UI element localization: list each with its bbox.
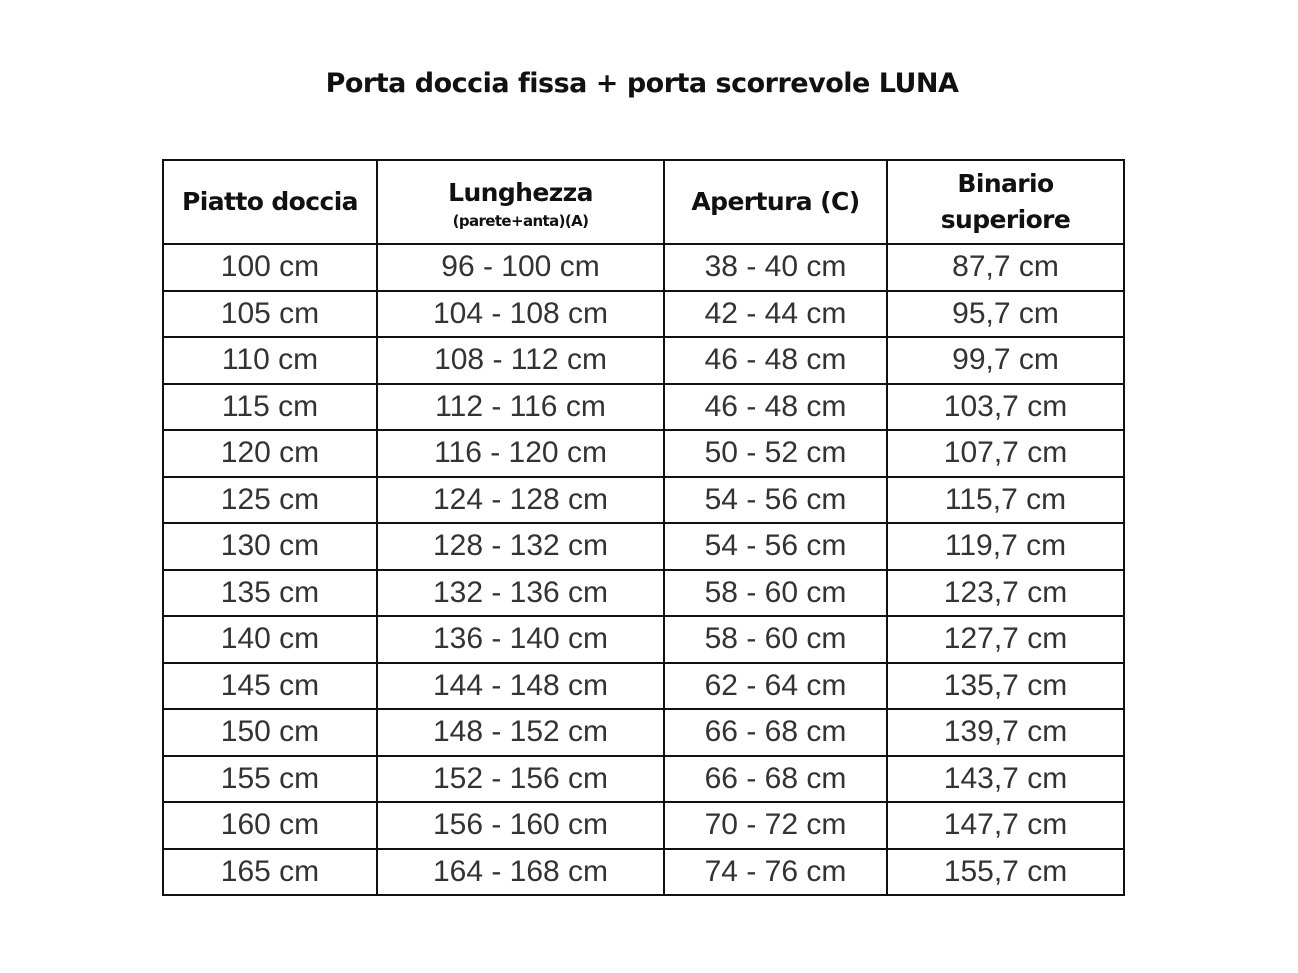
table-row: 165 cm 164 - 168 cm 74 - 76 cm 155,7 cm <box>162 847 1125 896</box>
cell-binario: 99,7 cm <box>886 336 1125 385</box>
header-row: Piatto doccia Lunghezza (parete+anta)(A) … <box>162 159 1125 245</box>
cell-binario: 119,7 cm <box>886 522 1125 571</box>
cell-lunghezza: 124 - 128 cm <box>376 475 665 524</box>
table-row: 155 cm 152 - 156 cm 66 - 68 cm 143,7 cm <box>162 754 1125 803</box>
table-row: 115 cm 112 - 116 cm 46 - 48 cm 103,7 cm <box>162 382 1125 431</box>
cell-apertura: 54 - 56 cm <box>663 475 888 524</box>
cell-apertura: 58 - 60 cm <box>663 615 888 664</box>
cell-piatto-doccia: 155 cm <box>162 754 378 803</box>
cell-binario: 139,7 cm <box>886 708 1125 757</box>
cell-lunghezza: 156 - 160 cm <box>376 801 665 850</box>
cell-apertura: 42 - 44 cm <box>663 289 888 338</box>
cell-apertura: 74 - 76 cm <box>663 847 888 896</box>
size-table: Piatto doccia Lunghezza (parete+anta)(A) … <box>162 159 1125 896</box>
table-row: 120 cm 116 - 120 cm 50 - 52 cm 107,7 cm <box>162 429 1125 478</box>
cell-apertura: 50 - 52 cm <box>663 429 888 478</box>
cell-lunghezza: 96 - 100 cm <box>376 243 665 292</box>
cell-binario: 127,7 cm <box>886 615 1125 664</box>
header-piatto-doccia: Piatto doccia <box>162 159 378 245</box>
cell-piatto-doccia: 160 cm <box>162 801 378 850</box>
table-row: 140 cm 136 - 140 cm 58 - 60 cm 127,7 cm <box>162 615 1125 664</box>
cell-apertura: 58 - 60 cm <box>663 568 888 617</box>
cell-piatto-doccia: 100 cm <box>162 243 378 292</box>
page-title: Porta doccia fissa + porta scorrevole LU… <box>325 68 959 99</box>
cell-apertura: 62 - 64 cm <box>663 661 888 710</box>
cell-lunghezza: 152 - 156 cm <box>376 754 665 803</box>
table-row: 105 cm 104 - 108 cm 42 - 44 cm 95,7 cm <box>162 289 1125 338</box>
cell-apertura: 46 - 48 cm <box>663 336 888 385</box>
cell-binario: 123,7 cm <box>886 568 1125 617</box>
header-lunghezza-sub: (parete+anta)(A) <box>452 211 589 230</box>
table-row: 145 cm 144 - 148 cm 62 - 64 cm 135,7 cm <box>162 661 1125 710</box>
table-row: 100 cm 96 - 100 cm 38 - 40 cm 87,7 cm <box>162 243 1125 292</box>
cell-lunghezza: 128 - 132 cm <box>376 522 665 571</box>
cell-apertura: 38 - 40 cm <box>663 243 888 292</box>
table-row: 110 cm 108 - 112 cm 46 - 48 cm 99,7 cm <box>162 336 1125 385</box>
cell-piatto-doccia: 105 cm <box>162 289 378 338</box>
cell-lunghezza: 104 - 108 cm <box>376 289 665 338</box>
table-row: 160 cm 156 - 160 cm 70 - 72 cm 147,7 cm <box>162 801 1125 850</box>
cell-piatto-doccia: 120 cm <box>162 429 378 478</box>
table-row: 130 cm 128 - 132 cm 54 - 56 cm 119,7 cm <box>162 522 1125 571</box>
cell-piatto-doccia: 150 cm <box>162 708 378 757</box>
cell-binario: 107,7 cm <box>886 429 1125 478</box>
cell-piatto-doccia: 140 cm <box>162 615 378 664</box>
cell-binario: 135,7 cm <box>886 661 1125 710</box>
cell-binario: 143,7 cm <box>886 754 1125 803</box>
cell-lunghezza: 116 - 120 cm <box>376 429 665 478</box>
cell-piatto-doccia: 115 cm <box>162 382 378 431</box>
cell-lunghezza: 136 - 140 cm <box>376 615 665 664</box>
cell-apertura: 46 - 48 cm <box>663 382 888 431</box>
cell-piatto-doccia: 145 cm <box>162 661 378 710</box>
cell-binario: 115,7 cm <box>886 475 1125 524</box>
cell-binario: 103,7 cm <box>886 382 1125 431</box>
cell-lunghezza: 112 - 116 cm <box>376 382 665 431</box>
cell-piatto-doccia: 125 cm <box>162 475 378 524</box>
cell-piatto-doccia: 110 cm <box>162 336 378 385</box>
cell-lunghezza: 144 - 148 cm <box>376 661 665 710</box>
cell-binario: 147,7 cm <box>886 801 1125 850</box>
cell-apertura: 66 - 68 cm <box>663 754 888 803</box>
table-row: 135 cm 132 - 136 cm 58 - 60 cm 123,7 cm <box>162 568 1125 617</box>
cell-lunghezza: 164 - 168 cm <box>376 847 665 896</box>
cell-piatto-doccia: 130 cm <box>162 522 378 571</box>
cell-binario: 87,7 cm <box>886 243 1125 292</box>
header-binario: Binario superiore <box>886 159 1125 245</box>
cell-piatto-doccia: 135 cm <box>162 568 378 617</box>
cell-lunghezza: 132 - 136 cm <box>376 568 665 617</box>
cell-binario: 95,7 cm <box>886 289 1125 338</box>
cell-binario: 155,7 cm <box>886 847 1125 896</box>
cell-apertura: 54 - 56 cm <box>663 522 888 571</box>
header-lunghezza: Lunghezza (parete+anta)(A) <box>376 159 665 245</box>
cell-apertura: 66 - 68 cm <box>663 708 888 757</box>
table-row: 125 cm 124 - 128 cm 54 - 56 cm 115,7 cm <box>162 475 1125 524</box>
header-apertura: Apertura (C) <box>663 159 888 245</box>
table-row: 150 cm 148 - 152 cm 66 - 68 cm 139,7 cm <box>162 708 1125 757</box>
cell-piatto-doccia: 165 cm <box>162 847 378 896</box>
cell-apertura: 70 - 72 cm <box>663 801 888 850</box>
cell-lunghezza: 108 - 112 cm <box>376 336 665 385</box>
cell-lunghezza: 148 - 152 cm <box>376 708 665 757</box>
